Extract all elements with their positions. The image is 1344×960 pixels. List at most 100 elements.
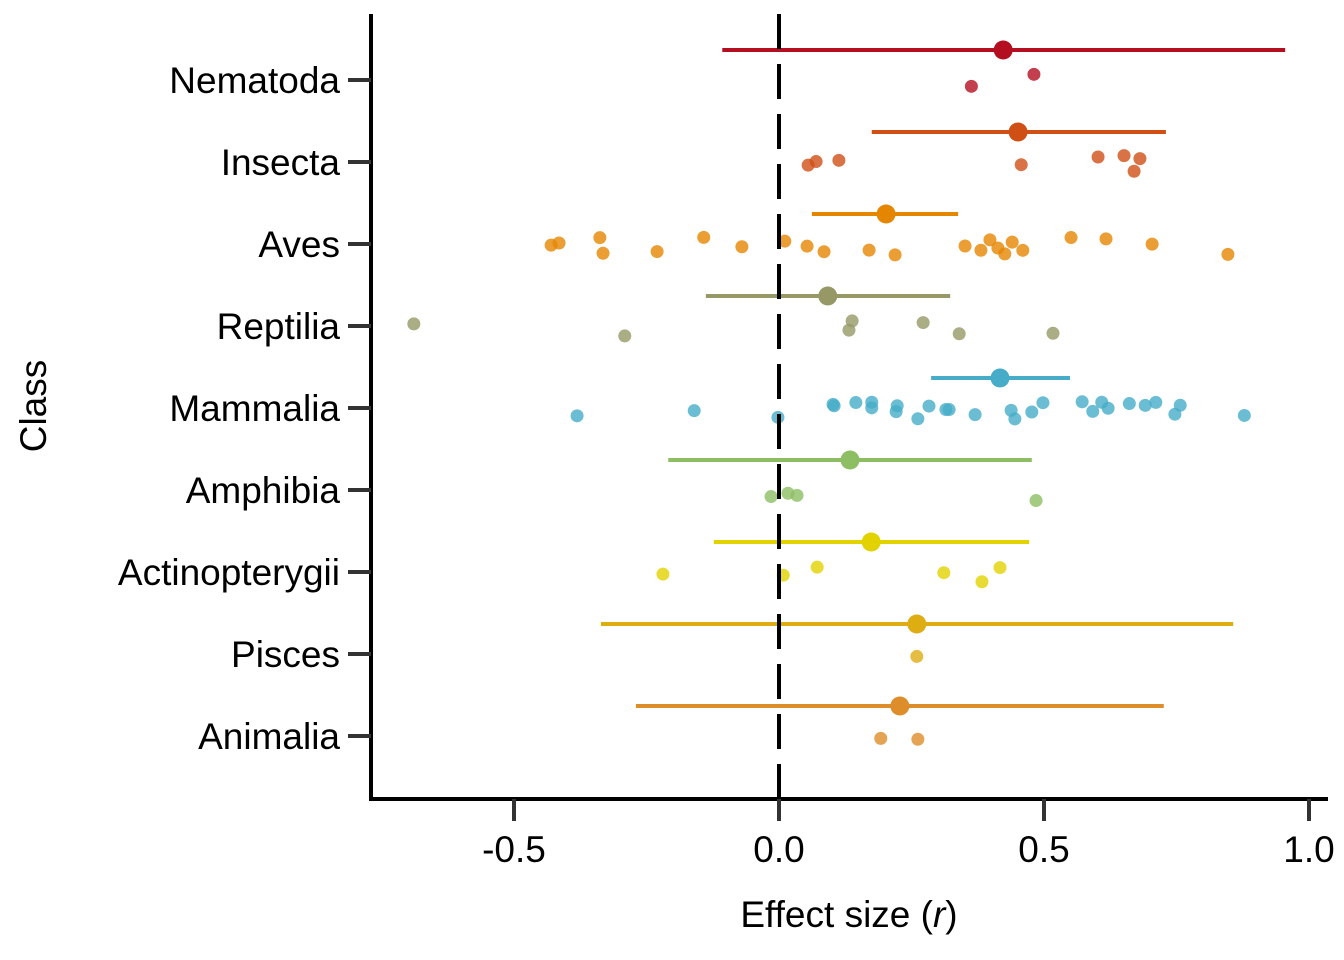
x-axis-title-italic: r [933,894,947,935]
data-point [650,245,664,259]
data-point [764,490,778,504]
data-point [874,731,888,745]
data-point [911,732,925,746]
x-tick-label: 0.5 [1018,829,1069,870]
y-tick-label: Reptilia [217,306,341,347]
data-point [998,247,1012,261]
data-point [1138,398,1152,412]
mean-estimate [861,532,881,552]
data-point [964,79,978,93]
data-point [849,396,863,410]
data-point [968,408,982,422]
data-point [983,233,997,247]
data-point [865,395,879,409]
series-mammalia [570,368,1251,426]
data-point [618,329,632,343]
x-tick-label: -0.5 [482,829,546,870]
data-point [656,567,670,581]
data-point [800,239,814,253]
data-point [1091,150,1105,164]
series-amphibia [668,450,1043,508]
data-point [596,246,610,260]
mean-estimate [890,696,910,716]
data-point [735,240,749,254]
y-tick-label: Mammalia [169,388,340,429]
plot-marks [407,40,1286,746]
x-tick-label: 0.0 [753,829,804,870]
mean-estimate [907,614,927,634]
data-point [890,399,904,413]
data-point [593,231,607,245]
data-point [1127,164,1141,178]
data-point [1101,401,1115,415]
series-pisces [600,614,1234,663]
mean-estimate [876,204,896,224]
mean-estimate [993,40,1013,60]
data-point [790,488,804,502]
series-actinopterygii [656,532,1030,589]
data-point [1046,326,1060,340]
data-point [809,155,823,169]
data-point [888,248,902,262]
data-point [1117,149,1131,163]
x-axis-ticks: -0.5 0.0 0.5 1.0 [482,799,1335,870]
data-point [1237,408,1251,422]
y-tick-label: Animalia [198,716,340,757]
x-axis-title: Effect size (r) [740,894,957,935]
y-tick-label: Insecta [221,142,341,183]
data-point [1173,398,1187,412]
data-point [697,230,711,244]
data-point [1008,412,1022,426]
data-point [942,403,956,417]
data-point [993,561,1007,575]
data-point [952,327,966,341]
data-point [1145,237,1159,251]
y-axis-ticks: Nematoda Insecta Aves Reptilia Mammalia Amphi… [118,60,371,757]
data-point [975,575,989,589]
series-nematoda [722,40,1286,93]
mean-estimate [840,450,860,470]
data-point [937,566,951,580]
x-tick-label: 1.0 [1283,829,1334,870]
data-point [922,399,936,413]
mean-estimate [990,368,1010,388]
data-point [1075,395,1089,409]
data-point [1036,396,1050,410]
data-point [1122,397,1136,411]
data-point [552,236,566,250]
x-axis-title-prefix: Effect size ( [740,894,933,935]
y-tick-label: Amphibia [186,470,341,511]
data-point [1221,247,1235,261]
data-point [845,314,859,328]
data-point [958,239,972,253]
x-axis-title-suffix: ) [945,894,957,935]
data-point [910,649,924,663]
data-point [1016,243,1030,257]
data-point [1027,67,1041,81]
data-point [810,560,824,574]
data-point [916,316,930,330]
data-point [1029,494,1043,508]
data-point [826,397,840,411]
data-point [1099,232,1113,246]
data-point [407,317,421,331]
y-tick-label: Nematoda [169,60,340,101]
data-point [817,245,831,259]
data-point [1005,235,1019,249]
data-point [1149,395,1163,409]
data-point [570,409,584,423]
data-point [1014,158,1028,172]
series-aves [544,204,1235,262]
data-point [778,234,792,248]
y-tick-label: Pisces [231,634,340,675]
data-point [1064,231,1078,245]
series-animalia [635,696,1164,746]
data-point [1133,152,1147,166]
y-axis-title: Class [13,360,54,453]
data-point [832,153,846,167]
data-point [862,243,876,257]
data-point [974,243,988,257]
mean-estimate [1008,122,1028,142]
data-point [1086,404,1100,418]
